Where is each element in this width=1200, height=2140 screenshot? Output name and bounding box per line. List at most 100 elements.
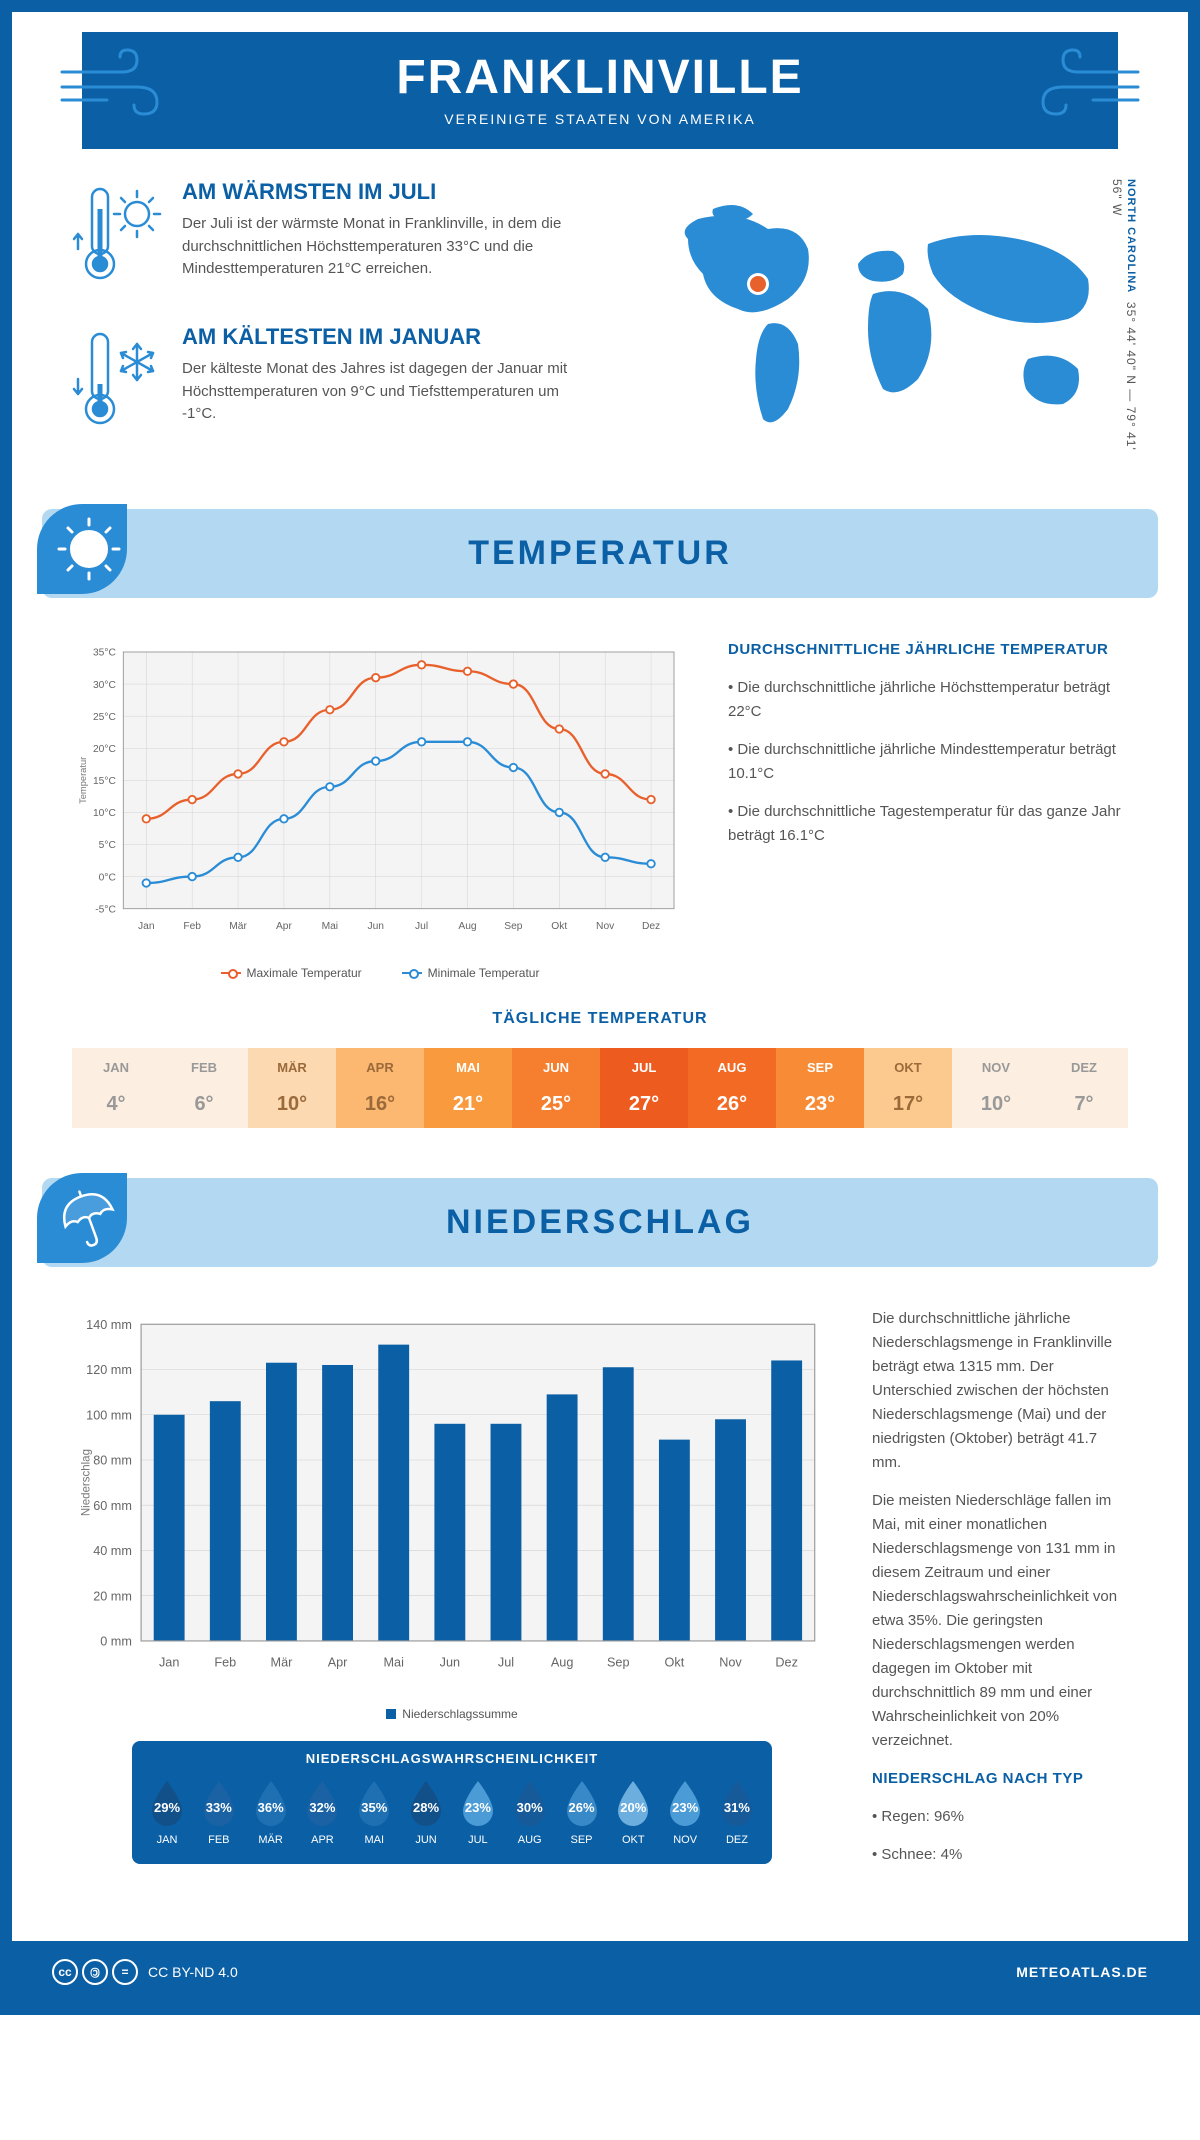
svg-text:30°C: 30°C (93, 680, 117, 691)
svg-text:0°C: 0°C (99, 872, 117, 883)
svg-text:25°C: 25°C (93, 712, 117, 723)
svg-text:Aug: Aug (551, 1655, 574, 1669)
svg-text:0 mm: 0 mm (100, 1635, 132, 1649)
precip-drop: 23%NOV (664, 1778, 706, 1846)
temp-cell: AUG26° (688, 1048, 776, 1128)
svg-text:Okt: Okt (551, 921, 567, 932)
temp-cell: MÄR10° (248, 1048, 336, 1128)
country-name: VEREINIGTE STAATEN VON AMERIKA (82, 111, 1118, 127)
precipitation-probability: NIEDERSCHLAGSWAHRSCHEINLICHKEIT 29%JAN33… (132, 1741, 772, 1864)
daily-temperature-table: TÄGLICHE TEMPERATUR JAN4°FEB6°MÄR10°APR1… (12, 1010, 1188, 1168)
site-name: METEOATLAS.DE (1016, 1964, 1148, 1980)
svg-text:Mär: Mär (271, 1655, 293, 1669)
precip-drop: 36%MÄR (250, 1778, 292, 1846)
page-header: FRANKLINVILLE VEREINIGTE STAATEN VON AME… (12, 12, 1188, 149)
precipitation-bar-chart: 0 mm 20 mm 40 mm 60 mm 80 mm 100 mm 120 mm 140 … (72, 1307, 832, 1687)
svg-text:Jan: Jan (138, 921, 155, 932)
license-text: CC BY-ND 4.0 (148, 1964, 238, 1980)
temp-chart-legend: .legend-item:nth-child(1) .legend-swatch… (72, 966, 688, 980)
temp-cell: MAI21° (424, 1048, 512, 1128)
temperature-section-header: TEMPERATUR (42, 509, 1158, 598)
page-footer: cc 🄯 = CC BY-ND 4.0 METEOATLAS.DE (12, 1941, 1188, 2003)
precip-type-title: NIEDERSCHLAG NACH TYP (872, 1767, 1128, 1791)
precip-drop: 26%SEP (561, 1778, 603, 1846)
svg-text:Okt: Okt (665, 1655, 685, 1669)
precip-drop: 33%FEB (198, 1778, 240, 1846)
title-banner: FRANKLINVILLE VEREINIGTE STAATEN VON AME… (82, 32, 1118, 149)
precip-drop: 28%JUN (405, 1778, 447, 1846)
svg-text:Sep: Sep (504, 921, 523, 932)
coldest-text: Der kälteste Monat des Jahres ist dagege… (182, 358, 582, 426)
wind-icon (52, 42, 172, 127)
temp-cell: JUL27° (600, 1048, 688, 1128)
coldest-block: AM KÄLTESTEN IM JANUAR Der kälteste Mona… (72, 324, 608, 439)
svg-text:Jan: Jan (159, 1655, 179, 1669)
svg-text:Mai: Mai (322, 921, 339, 932)
temp-cell: JUN25° (512, 1048, 600, 1128)
temp-bullet: • Die durchschnittliche jährliche Höchst… (728, 676, 1128, 724)
precip-text: Die durchschnittliche jährliche Niedersc… (872, 1307, 1128, 1475)
svg-text:Mär: Mär (229, 921, 247, 932)
coldest-title: AM KÄLTESTEN IM JANUAR (182, 324, 582, 350)
precip-drop: 31%DEZ (716, 1778, 758, 1846)
temp-text-title: DURCHSCHNITTLICHE JÄHRLICHE TEMPERATUR (728, 638, 1128, 662)
svg-text:5°C: 5°C (99, 840, 117, 851)
warmest-block: AM WÄRMSTEN IM JULI Der Juli ist der wär… (72, 179, 608, 294)
svg-text:Jul: Jul (498, 1655, 514, 1669)
svg-text:Temperatur: Temperatur (78, 757, 88, 804)
precip-drop: 20%OKT (612, 1778, 654, 1846)
thermometer-cold-icon (72, 324, 162, 439)
svg-text:Dez: Dez (642, 921, 660, 932)
svg-text:20°C: 20°C (93, 744, 117, 755)
svg-text:-5°C: -5°C (95, 904, 116, 915)
svg-text:35°C: 35°C (93, 648, 117, 659)
temp-cell: NOV10° (952, 1048, 1040, 1128)
svg-text:10°C: 10°C (93, 808, 117, 819)
svg-text:Apr: Apr (276, 921, 293, 932)
svg-text:Dez: Dez (775, 1655, 798, 1669)
precip-text: Die meisten Niederschläge fallen im Mai,… (872, 1489, 1128, 1753)
warmest-text: Der Juli ist der wärmste Monat in Frankl… (182, 213, 582, 281)
temp-bullet: • Die durchschnittliche jährliche Mindes… (728, 738, 1128, 786)
temp-cell: JAN4° (72, 1048, 160, 1128)
svg-text:120 mm: 120 mm (86, 1363, 132, 1377)
temperature-line-chart: -5°C 0°C 5°C 10°C 15°C 20°C 25°C 30°C 35°C Jan Feb… (72, 638, 688, 946)
world-map (648, 179, 1128, 459)
svg-text:100 mm: 100 mm (86, 1408, 132, 1422)
precip-section-header: NIEDERSCHLAG (42, 1178, 1158, 1267)
precip-drop: 29%JAN (146, 1778, 188, 1846)
svg-text:60 mm: 60 mm (93, 1499, 132, 1513)
precip-drop: 35%MAI (353, 1778, 395, 1846)
svg-text:Jun: Jun (367, 921, 384, 932)
svg-text:Nov: Nov (719, 1655, 742, 1669)
precip-type-rain: • Regen: 96% (872, 1805, 1128, 1829)
wind-icon (1028, 42, 1148, 127)
svg-text:80 mm: 80 mm (93, 1454, 132, 1468)
intro-section: AM WÄRMSTEN IM JULI Der Juli ist der wär… (12, 149, 1188, 499)
temp-cell: FEB6° (160, 1048, 248, 1128)
temp-cell: OKT17° (864, 1048, 952, 1128)
svg-text:Feb: Feb (214, 1655, 236, 1669)
precip-chart-legend: Niederschlagssumme (72, 1707, 832, 1721)
svg-text:20 mm: 20 mm (93, 1589, 132, 1603)
svg-text:Aug: Aug (458, 921, 477, 932)
svg-text:Feb: Feb (183, 921, 201, 932)
sun-icon (54, 514, 124, 584)
city-name: FRANKLINVILLE (82, 50, 1118, 105)
svg-text:Sep: Sep (607, 1655, 630, 1669)
svg-text:40 mm: 40 mm (93, 1544, 132, 1558)
temp-cell: SEP23° (776, 1048, 864, 1128)
precip-drop: 23%JUL (457, 1778, 499, 1846)
svg-text:15°C: 15°C (93, 776, 117, 787)
precip-drop: 32%APR (301, 1778, 343, 1846)
temp-bullet: • Die durchschnittliche Tagestemperatur … (728, 800, 1128, 848)
temp-cell: APR16° (336, 1048, 424, 1128)
svg-text:Jul: Jul (415, 921, 428, 932)
svg-text:Niederschlag: Niederschlag (80, 1449, 92, 1516)
precip-drop: 30%AUG (509, 1778, 551, 1846)
coordinates: NORTH CAROLINA 35° 44' 40" N — 79° 41' 5… (1110, 179, 1138, 469)
svg-text:140 mm: 140 mm (86, 1318, 132, 1332)
svg-text:Nov: Nov (596, 921, 615, 932)
precip-type-snow: • Schnee: 4% (872, 1843, 1128, 1867)
umbrella-icon (54, 1183, 124, 1253)
